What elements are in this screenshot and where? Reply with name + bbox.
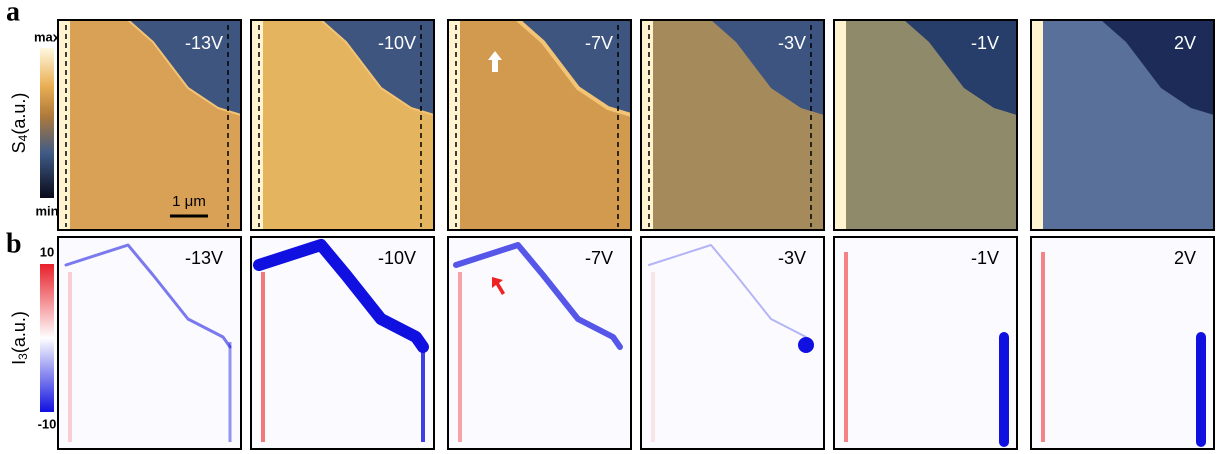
voltage-label: 2V: [1174, 248, 1196, 268]
image-panel: -3V: [640, 236, 825, 450]
domain-region: [904, 20, 1017, 115]
voltage-label: -10V: [378, 248, 416, 268]
voltage-label: -13V: [185, 248, 223, 268]
image-panel: -13V 1 μm: [57, 19, 242, 231]
panel-frame: [640, 236, 825, 450]
image-panel: -10V: [250, 236, 435, 450]
current-edge: [64, 243, 232, 349]
left-strip: [834, 20, 846, 230]
image-panel: -3V: [640, 19, 825, 231]
panel-bg: [834, 237, 1017, 449]
panel-bg: [641, 237, 824, 449]
colorbar-max: 10: [40, 244, 54, 259]
panel-frame: [833, 236, 1018, 450]
image-panel: -7V: [447, 18, 632, 231]
colorbar: [40, 264, 54, 412]
left-strip: [251, 20, 263, 230]
panel-frame: [57, 19, 242, 231]
panel-frame: [57, 236, 242, 450]
panel-frame: [447, 236, 632, 450]
panel-frame: [250, 19, 435, 231]
domain-region: [711, 20, 824, 115]
panel-frame: [250, 236, 435, 450]
axis-unit: (a.u.): [9, 93, 29, 135]
left-strip: [1031, 20, 1043, 230]
domain-region: [1101, 20, 1214, 115]
arrow: [492, 277, 505, 295]
panel-label: b: [6, 228, 22, 259]
domain-region: [321, 20, 434, 115]
voltage-label: -7V: [585, 248, 613, 268]
colorbar: [40, 48, 54, 198]
colorbar-max: max: [34, 29, 61, 44]
image-panel: -1V: [833, 19, 1018, 231]
axis-symbol: S: [9, 141, 29, 153]
domain-edge: [320, 19, 435, 116]
left-strip: [448, 20, 460, 230]
voltage-label: 2V: [1174, 33, 1196, 53]
image-panel: -1V: [833, 236, 1018, 450]
panel-frame: [447, 19, 632, 231]
panel-frame: [1030, 236, 1215, 450]
voltage-label: -3V: [778, 248, 806, 268]
image-panel: -10V: [250, 19, 435, 231]
current-edge: [453, 242, 623, 350]
panel-frame: [640, 19, 825, 231]
scale-bar-label: 1 μm: [172, 193, 206, 210]
arrow: [488, 51, 502, 72]
hot-spot: [798, 337, 814, 353]
panel-bg: [1031, 237, 1214, 449]
voltage-label: -1V: [971, 248, 999, 268]
panel-frame: [833, 19, 1018, 231]
colorbar-min: min: [35, 203, 58, 218]
voltage-label: -7V: [585, 33, 613, 53]
domain-edge: [516, 18, 632, 117]
axis-symbol: I: [9, 360, 29, 365]
image-panel: 2V: [1030, 19, 1215, 231]
voltage-label: -3V: [778, 33, 806, 53]
domain-edge: [127, 19, 242, 116]
colorbar-label: I3(a.u.): [9, 311, 30, 365]
panel-frame: [1030, 19, 1215, 231]
image-panel: -13V: [57, 236, 242, 450]
image-panel: -7V: [447, 236, 632, 450]
left-strip: [58, 20, 70, 230]
axis-unit: (a.u.): [9, 311, 29, 353]
left-strip: [641, 20, 653, 230]
voltage-label: -10V: [378, 33, 416, 53]
image-panel: 2V: [1030, 236, 1215, 450]
axis-subscript: 3: [16, 353, 30, 360]
current-edge: [253, 239, 429, 353]
panel-label: a: [6, 0, 20, 27]
voltage-label: -13V: [185, 33, 223, 53]
domain-region: [128, 20, 241, 115]
colorbar-label: S4(a.u.): [9, 93, 30, 154]
colorbar-min: -10: [38, 416, 57, 431]
axis-subscript: 4: [16, 134, 30, 141]
voltage-label: -1V: [971, 33, 999, 53]
